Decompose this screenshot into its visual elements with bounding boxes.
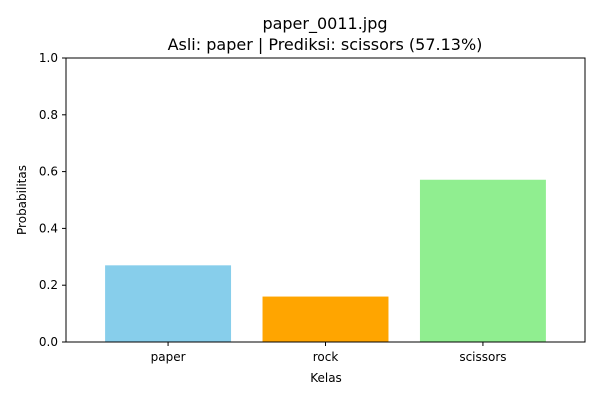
y-axis-label: Probabilitas (15, 165, 29, 235)
chart-subtitle: Asli: paper | Prediksi: scissors (57.13%… (168, 35, 483, 54)
y-tick-label: 0.6 (39, 165, 58, 179)
y-tick-label: 0.8 (39, 108, 58, 122)
plot-frame (65, 57, 586, 343)
bar-rock (262, 296, 389, 342)
y-tick-label: 0.0 (39, 335, 58, 349)
x-axis: paper rock scissors (151, 342, 507, 364)
x-axis-label: Kelas (310, 371, 342, 385)
x-tick-label: scissors (459, 350, 506, 364)
x-tick-label: paper (151, 350, 186, 364)
bar-scissors (419, 179, 546, 342)
x-tick-label: rock (313, 350, 339, 364)
y-axis: 0.0 0.2 0.4 0.6 0.8 1.0 (39, 51, 66, 349)
y-tick-label: 0.4 (39, 221, 58, 235)
bar-paper (105, 265, 232, 342)
y-tick-label: 0.2 (39, 278, 58, 292)
y-tick-label: 1.0 (39, 51, 58, 65)
bars-group (105, 179, 546, 342)
chart-title: paper_0011.jpg (262, 14, 387, 34)
